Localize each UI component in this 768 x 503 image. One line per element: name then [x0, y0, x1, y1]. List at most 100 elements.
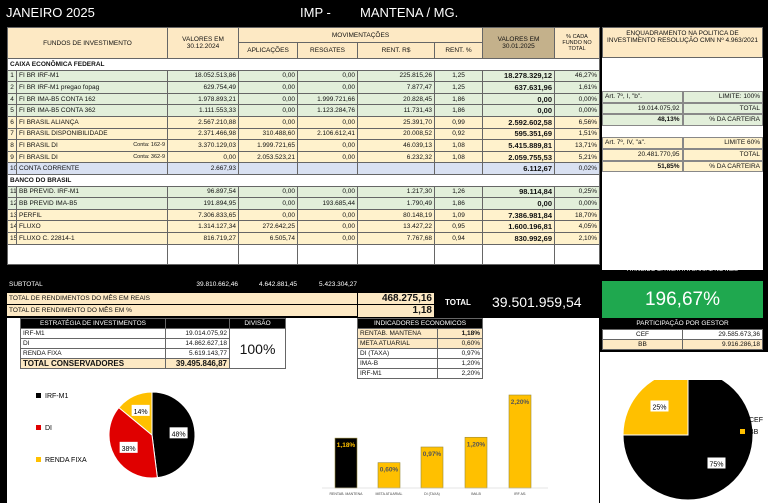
cell-rent-pct: 0,99	[434, 115, 484, 129]
cell-fim: 5.415.889,81	[482, 139, 556, 152]
cell-resg: 0,00	[297, 150, 359, 164]
cell-apl: 1.999.721,65	[238, 139, 299, 152]
fund-name: BB PREVID. IRF-M1	[19, 188, 79, 196]
cell-ini: 1.111.553,33	[167, 104, 240, 117]
total-conservadores-value: 39.495.846,87	[165, 358, 230, 369]
cell-resg: 1.999.721,66	[297, 92, 359, 106]
legend-label: CEF	[749, 417, 763, 424]
cell-pct: 13,71%	[554, 139, 601, 152]
rend-pct-value: 1,18	[358, 305, 434, 317]
cell-apl: 272.642,25	[238, 220, 299, 233]
fund-name: FI BRASIL DI	[19, 153, 58, 161]
cell-pct: 0,00%	[554, 104, 601, 117]
cell-ini: 0,00	[167, 150, 240, 164]
bar-label: 0,60%	[380, 467, 399, 474]
cell-pct: 46,27%	[554, 69, 601, 83]
cell-rent-pct: 1,08	[434, 139, 484, 152]
cell-apl: 0,00	[238, 92, 299, 106]
table-row: 15FLUXO C. 22814-1 816.719,276.505,740,00…	[7, 231, 601, 245]
row-number: 6	[7, 115, 17, 129]
enq-art2-pct: 51,85%	[602, 160, 683, 173]
cell-rrs: 1.790,49	[357, 197, 436, 210]
fund-account: Conta: 162-9	[133, 141, 166, 148]
cell-ini: 816.719,27	[167, 231, 240, 245]
indicador-name: IRF-M1	[357, 368, 438, 379]
cell-pct: 1,61%	[554, 81, 601, 94]
cell-resg: 193.685,44	[297, 197, 359, 210]
pie-label: 38%	[122, 446, 136, 453]
gestor-value: 29.585.673,36	[682, 329, 763, 340]
bar-category: META ATUARIAL	[376, 492, 403, 496]
cell-rrs: 11.731,43	[357, 104, 436, 117]
indicador-value: 2,20%	[437, 368, 483, 379]
funds-table: FUNDOS DE INVESTIMENTO VALORES EM 30.12.2…	[6, 27, 601, 265]
cell-fim: 0,00	[482, 92, 556, 106]
gestor-value: 9.916.286,18	[682, 339, 763, 350]
estrategia-value: 19.014.075,92	[165, 328, 230, 339]
cell-fim: 1.600.196,81	[482, 220, 556, 233]
estrategia-name: IRF-M1	[20, 328, 166, 339]
fund-name: FI BRASIL DI	[19, 141, 58, 149]
rend-reais-value: 468.275,16	[358, 293, 434, 304]
indicador-name: IMA-B	[357, 358, 438, 369]
row-number: 11	[7, 185, 17, 199]
charts-svg: 48% IRF-M1 38% DI 14% RENDA FIXA 75% CEF 25% BB 1,…	[36, 380, 763, 501]
indicador-value: 1,18%	[437, 328, 483, 339]
cell-resg: 0,00	[297, 208, 359, 222]
cell-rrs: 46.039,13	[357, 139, 436, 152]
cell-rrs: 20.008,52	[357, 127, 436, 141]
indicador-value: 0,97%	[437, 348, 483, 359]
bar-category: DI (TAXA)	[424, 492, 440, 496]
cell-rrs: 13.427,22	[357, 220, 436, 233]
cell-apl: 2.053.523,21	[238, 150, 299, 164]
legend-label: RENDA FIXA	[45, 457, 87, 464]
enq-art2-limit: LIMITE 60%	[682, 137, 763, 149]
cell-ini: 3.370.129,03	[167, 139, 240, 152]
table-row: 4 FI BR IMA-B5 CONTA 162 1.978.893,21 0,00 1…	[7, 92, 601, 106]
cell-apl: 0,00	[238, 208, 299, 222]
header-fundos: FUNDOS DE INVESTIMENTO	[6, 27, 169, 59]
cell-apl: 0,00	[238, 115, 299, 129]
row-number: 7	[7, 127, 17, 141]
cell-resg: 0,00	[297, 220, 359, 233]
table-row: 2 FI BR IRF-M1 pregao fopag 629.754,49 0,00…	[7, 81, 601, 94]
meta-value: 196,67%	[602, 281, 763, 318]
indicadores-table: INDICADORES ECONOMICOS RENTAB. MANTENA 1,…	[357, 318, 483, 379]
cell-fim: 830.992,69	[482, 231, 556, 245]
cell-rrs: 80.148,19	[357, 208, 436, 222]
legend-label: BB	[749, 429, 759, 436]
cell-fim: 2.592.602,58	[482, 115, 556, 129]
gestor-name: CEF	[602, 329, 683, 340]
pie-label-bg	[131, 404, 150, 416]
cell-pct: 18,70%	[554, 208, 601, 222]
pie-label: 25%	[652, 405, 666, 412]
cell-rent-pct: 0,94	[434, 231, 484, 245]
section-label: CAIXA ECONÔMICA FEDERAL	[6, 58, 601, 71]
indicador-name: DI (TAXA)	[357, 348, 438, 359]
cell-rrs: 25.391,70	[357, 115, 436, 129]
subtotal-apl: 4.642.881,45	[259, 281, 297, 288]
enq-art1: Art. 7º, I, "b".	[602, 91, 683, 103]
enq-art1-limit: LIMITE: 100%	[682, 91, 763, 103]
cell-fim: 637.631,96	[482, 81, 556, 94]
enquadramento-panel: ENQUADRAMENTO NA POLITICA DE INVESTIMENT…	[602, 27, 763, 270]
bar-category: IRF-M1	[514, 492, 526, 496]
subtotal-ini: 39.810.662,46	[196, 281, 238, 288]
cell-rent-pct: 1,26	[434, 185, 484, 199]
meta-label: ATINGIDO DA META ATUARIAL NO MÊS	[626, 267, 739, 273]
fund-name: PERFIL	[19, 211, 42, 219]
header-resgates: RESGATES	[297, 42, 359, 59]
bar-category: IMA-B	[471, 492, 481, 496]
pie-label-bg	[707, 457, 726, 469]
cell-ini: 2.567.210,88	[167, 115, 240, 129]
cell-pct: 1,51%	[554, 127, 601, 141]
header-rent-rs: RENT. R$	[357, 42, 436, 59]
header-valores-fim: VALORES EM 30.01.2025	[482, 27, 556, 59]
estrategia-value: 14.862.627,18	[165, 338, 230, 349]
cell-resg: 1.123.284,76	[297, 104, 359, 117]
legend-swatch	[740, 429, 745, 434]
rend-pct-label: TOTAL DE RENDIMENTO DO MÊS EM %	[7, 305, 357, 316]
cell-apl	[238, 162, 299, 175]
cell-ini: 191.894,95	[167, 197, 240, 210]
pie-label: 14%	[134, 409, 148, 416]
